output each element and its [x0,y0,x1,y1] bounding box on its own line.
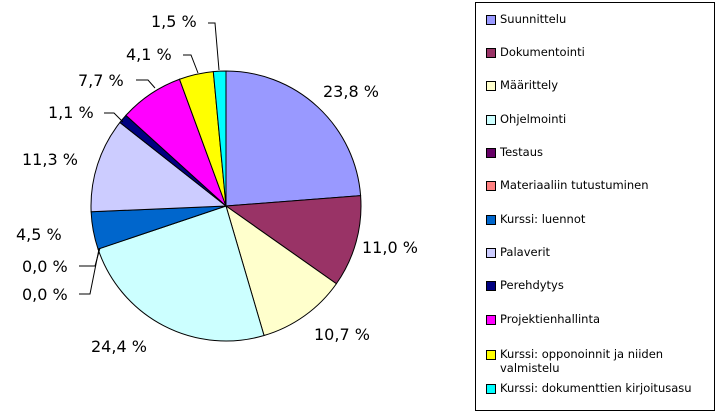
legend-label-2: Dokumentointi [500,45,585,59]
legend-label-8: Palaverit [500,245,551,259]
legend-swatch-9 [486,281,496,291]
pie-slice-2 [224,195,362,285]
legend-label-1: Suunnittelu [500,12,567,26]
legend-label-10: Projektienhallinta [500,312,601,326]
legend-entry-8: Palaverit [486,245,712,259]
legend-swatch-4 [486,115,496,125]
pie-chart: 23,8 % 11,0 % 10,7 % 24,4 % 0,0 % 0,0 % 4,5 % 1… [16,12,418,356]
legend-entry-5: Testaus [486,145,712,159]
pie-slice-1 [225,70,362,207]
pie-slices [90,70,362,342]
legend: Suunnittelu Dokumentointi Määrittely Ohjelm… [475,2,715,411]
data-label-2: 11,0 % [362,238,418,257]
legend-swatch-2 [486,48,496,58]
leader-line-5 [79,247,101,267]
data-label-11: 4,1 % [126,45,172,64]
legend-entry-2: Dokumentointi [486,45,712,59]
pie-slice-4 [97,205,265,342]
pie-slice-8 [90,121,228,213]
data-label-10: 7,7 % [78,71,124,90]
legend-swatch-10 [486,315,496,325]
leader-line-6 [79,248,100,295]
legend-swatch-12 [486,384,496,394]
legend-entry-10: Projektienhallinta [486,312,712,326]
data-label-4: 24,4 % [91,337,147,356]
data-label-12: 1,5 % [151,12,197,31]
leader-lines [79,22,220,295]
legend-label-5: Testaus [500,145,543,159]
data-label-1: 23,8 % [323,82,379,101]
data-label-3: 10,7 % [314,325,370,344]
data-label-7: 4,5 % [16,225,62,244]
legend-entry-12: Kurssi: dokumenttien kirjoitusasu [486,381,712,395]
legend-entry-4: Ohjelmointi [486,112,712,126]
leader-line-11 [183,54,199,74]
legend-label-9: Perehdytys [500,278,564,292]
legend-entry-6: Materiaaliin tutustuminen [486,178,712,192]
data-label-9: 1,1 % [48,103,94,122]
legend-swatch-7 [486,215,496,225]
legend-swatch-6 [486,181,496,191]
data-labels: 23,8 % 11,0 % 10,7 % 24,4 % 0,0 % 0,0 % 4,5 % 1… [16,12,418,356]
pie-slice-12 [212,70,227,207]
leader-line-10 [136,79,156,89]
legend-label-4: Ohjelmointi [500,112,567,126]
pie-slice-3 [225,204,338,337]
legend-swatch-11 [486,350,496,360]
legend-swatch-8 [486,248,496,258]
legend-label-7: Kurssi: luennot [500,212,586,226]
legend-swatch-5 [486,148,496,158]
legend-label-12: Kurssi: dokumenttien kirjoitusasu [500,381,692,395]
data-label-5: 0,0 % [22,257,68,276]
legend-entry-1: Suunnittelu [486,12,712,26]
data-label-6: 0,0 % [22,285,68,304]
legend-swatch-1 [486,15,496,25]
leader-line-12 [208,22,220,71]
legend-entry-3: Määrittely [486,78,712,92]
legend-label-11: Kurssi: opponoinnit ja niiden valmistelu [500,347,664,375]
legend-entry-11: Kurssi: opponoinnit ja niiden valmistelu [486,347,712,375]
data-label-8: 11,3 % [22,150,78,169]
leader-line-9 [104,112,124,123]
legend-entry-9: Perehdytys [486,278,712,292]
legend-label-6: Materiaaliin tutustuminen [500,178,649,192]
legend-label-3: Määrittely [500,78,559,92]
legend-swatch-3 [486,81,496,91]
legend-entry-7: Kurssi: luennot [486,212,712,226]
